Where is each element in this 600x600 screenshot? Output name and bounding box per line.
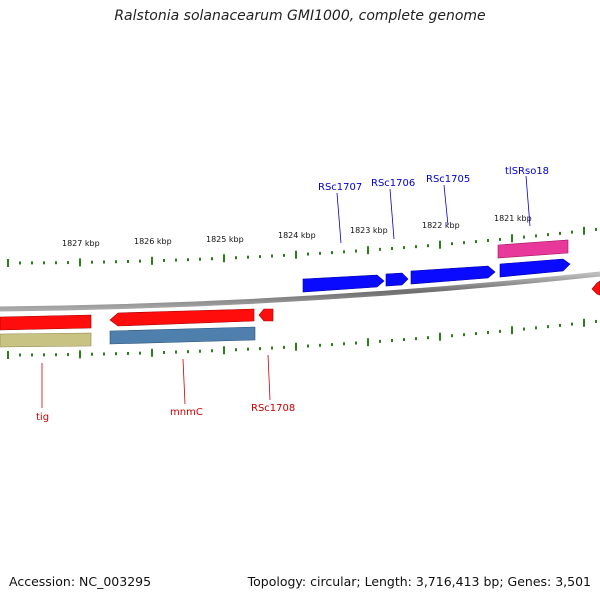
gene-right-edge[interactable] — [591, 280, 600, 296]
trna-tlSRso18[interactable] — [497, 239, 569, 259]
gene-tig[interactable] — [0, 314, 92, 331]
label-RSc1708: RSc1708 — [251, 403, 295, 414]
label-mnmC: mnmC — [170, 407, 203, 418]
accession-text: Accession: NC_003295 — [9, 574, 152, 589]
label-RSc1707: RSc1707 — [318, 182, 362, 193]
label-tlSRso18: tlSRso18 — [505, 166, 549, 177]
gene-RSc1708[interactable] — [258, 308, 274, 322]
lower-tick-track — [7, 318, 597, 359]
ruler-label-1827: 1827 kbp — [62, 239, 100, 248]
gene-mnmC[interactable] — [109, 308, 255, 327]
ruler-label-1822: 1822 kbp — [422, 221, 460, 230]
gene-RSc1706[interactable] — [385, 272, 409, 287]
label-RSc1706: RSc1706 — [371, 178, 415, 189]
label-RSc1705: RSc1705 — [426, 174, 470, 185]
ruler-label-1826: 1826 kbp — [134, 237, 172, 246]
label-tig: tig — [36, 412, 49, 423]
ruler-label-1823: 1823 kbp — [350, 226, 388, 235]
ruler-label-1825: 1825 kbp — [206, 235, 244, 244]
cds-tig[interactable] — [0, 332, 92, 348]
cds-mnmC[interactable] — [109, 326, 256, 345]
ruler-label-1821: 1821 kbp — [494, 214, 532, 223]
gene-RSc1707[interactable] — [302, 274, 385, 293]
ruler-label-1824: 1824 kbp — [278, 231, 316, 240]
genome-backbone — [0, 271, 600, 312]
upper-tick-track — [7, 226, 597, 267]
gene-RSc1705[interactable] — [410, 265, 496, 285]
gene-RSc-next[interactable] — [499, 258, 571, 278]
reverse-gene-labels: tig mnmC RSc1708 — [36, 354, 295, 423]
forward-gene-labels: RSc1707 RSc1706 RSc1705 tlSRso18 — [318, 166, 549, 244]
forward-strand-features — [302, 239, 571, 293]
map-title: Ralstonia solanacearum GMI1000, complete… — [114, 8, 486, 24]
reverse-strand-features — [0, 280, 600, 348]
genome-summary-text: Topology: circular; Length: 3,716,413 bp… — [247, 574, 591, 589]
